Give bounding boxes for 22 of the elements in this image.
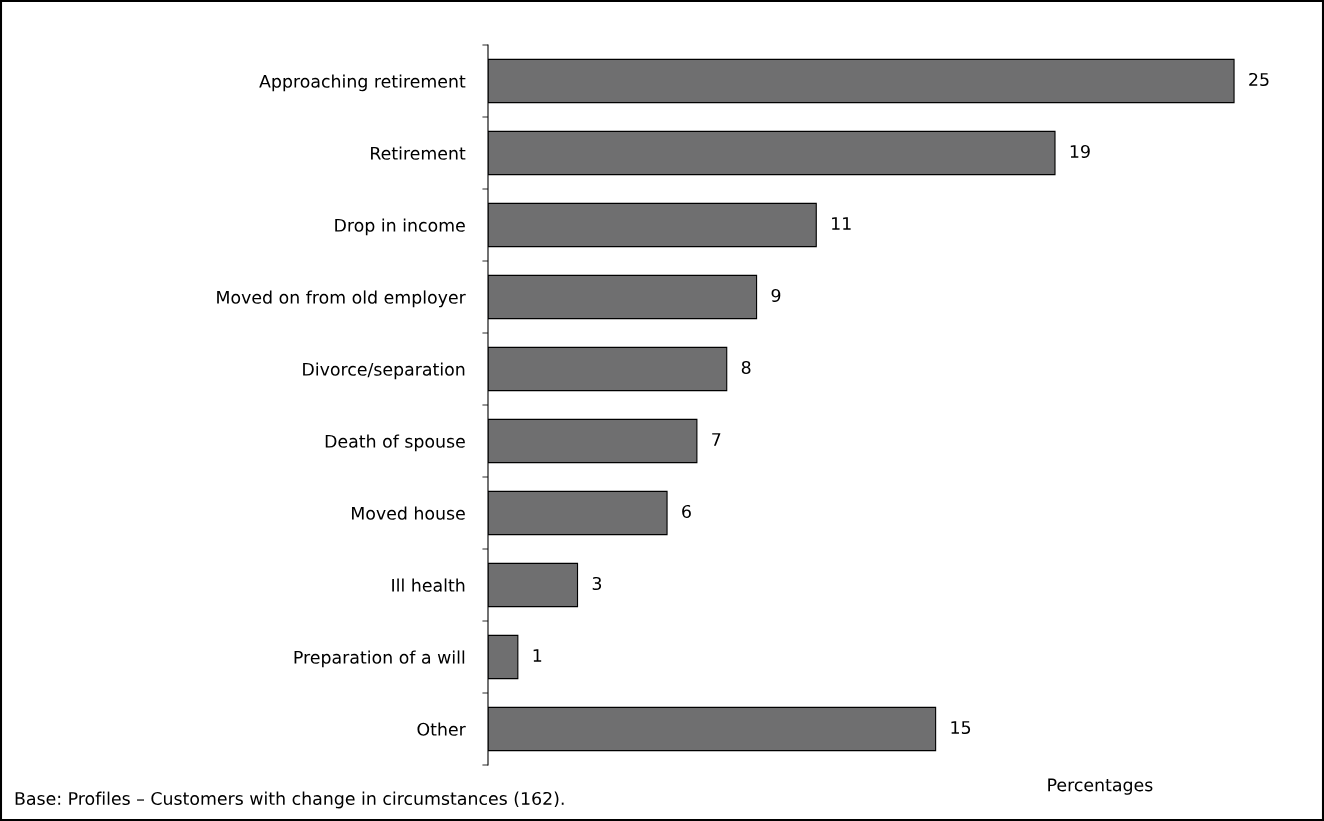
x-axis-title: Percentages: [1048, 778, 1153, 795]
y-tick-label: Moved on from old employer: [217, 290, 466, 308]
data-label: 7: [712, 433, 721, 446]
data-label: 25: [1249, 72, 1269, 87]
data-label: 6: [682, 504, 691, 519]
data-label: 9: [771, 288, 781, 303]
y-tick-label: Ill health: [392, 578, 465, 592]
y-tick-label: Preparation of a will: [294, 650, 465, 668]
data-label: 8: [741, 360, 751, 375]
y-tick-label: Death of spouse: [325, 434, 465, 452]
y-tick-label: Divorce/separation: [303, 362, 465, 380]
y-tick-label: Drop in income: [335, 218, 465, 236]
y-tick-label: Other: [417, 722, 466, 736]
data-label: 3: [592, 576, 602, 591]
data-label: 19: [1070, 144, 1090, 159]
y-tick-label: Approaching retirement: [259, 74, 466, 92]
y-tick-label: Moved house: [352, 506, 465, 520]
y-tick-label: Retirement: [371, 146, 466, 160]
data-label: 15: [951, 721, 971, 735]
text: Base: Profiles – Customers with change in circumstances (162).: [15, 791, 564, 809]
data-label: 1: [533, 649, 542, 662]
data-label: 11: [832, 217, 851, 230]
